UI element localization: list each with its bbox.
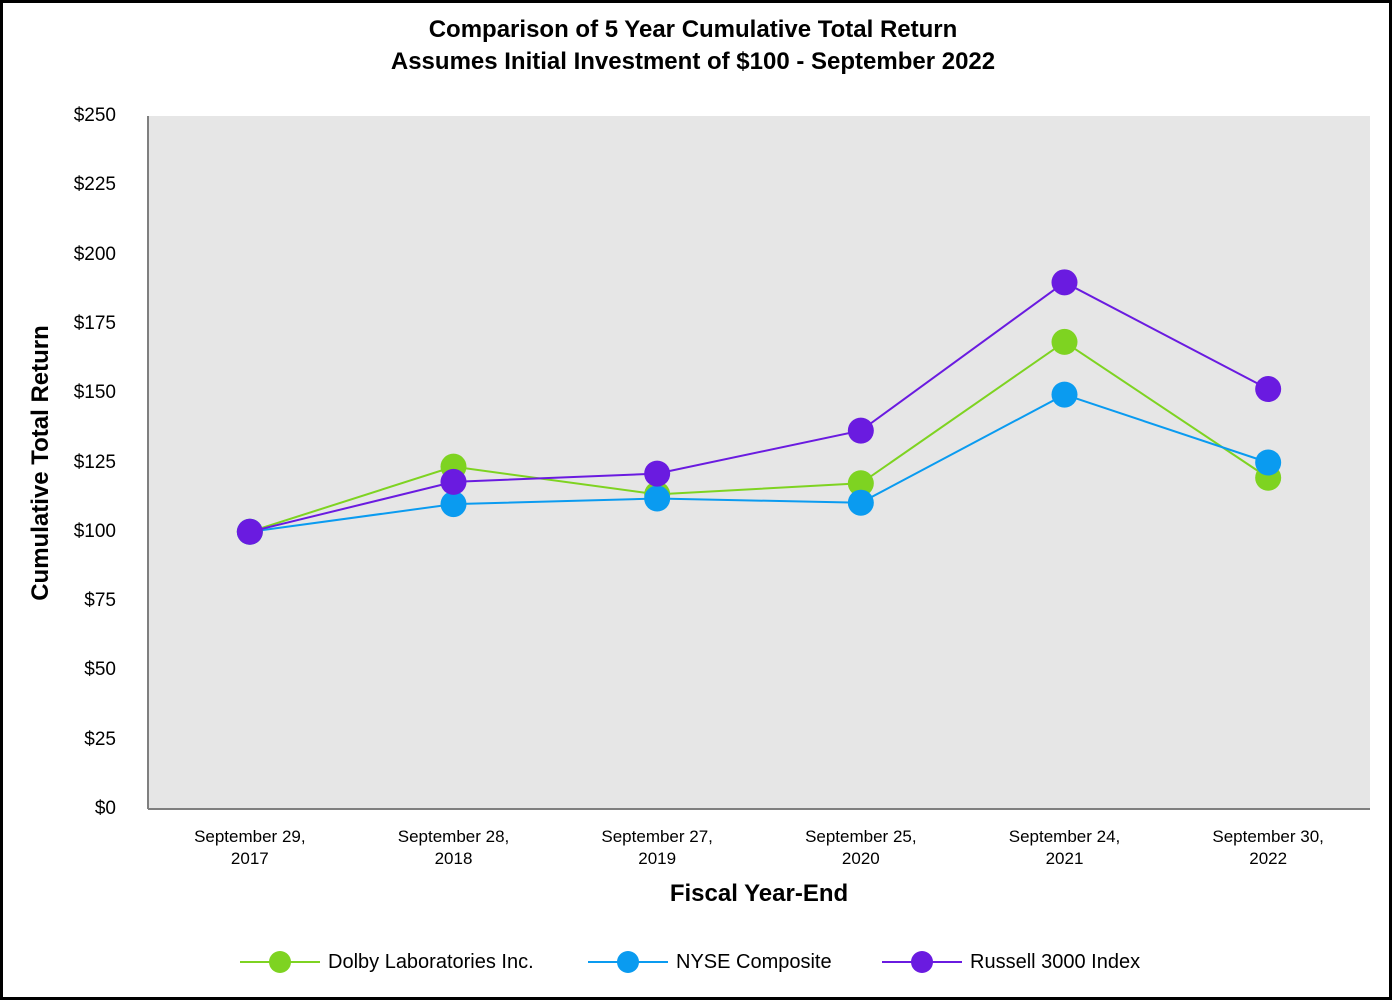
x-tick-label-line2: 2018 [434, 849, 473, 868]
y-tick-label: $25 [84, 728, 116, 750]
y-tick-label: $225 [73, 174, 116, 196]
x-tick-label: September 24, 2021 [980, 826, 1150, 870]
legend-item-dolby: Dolby Laboratories Inc. [240, 946, 534, 978]
data-point [1051, 381, 1078, 408]
y-tick-label: $250 [73, 105, 116, 126]
series-line [249, 281, 1269, 533]
x-tick-label: September 30, 2022 [1183, 826, 1353, 870]
data-point [1051, 328, 1078, 355]
legend-label-dolby: Dolby Laboratories Inc. [328, 950, 534, 973]
legend-label-nyse: NYSE Composite [676, 950, 832, 973]
data-point [1051, 269, 1078, 296]
x-tick-label-line1: September 28, [397, 827, 510, 846]
data-point [440, 491, 467, 518]
y-tick-label: $50 [84, 659, 116, 681]
x-tick-label: September 29, 2017 [165, 826, 335, 870]
x-tick-label: September 28, 2018 [369, 826, 539, 870]
series-line [249, 393, 1269, 533]
y-tick-label: $150 [73, 382, 116, 404]
x-tick-label-line2: 2021 [1045, 849, 1084, 868]
x-tick-label-line2: 2017 [230, 849, 269, 868]
legend-item-nyse: NYSE Composite [588, 946, 832, 978]
x-tick-label-line1: September 25, [805, 827, 917, 846]
chart-title: Comparison of 5 Year Cumulative Total Re… [428, 16, 958, 43]
y-axis-label: Cumulative Total Return [27, 325, 54, 601]
x-axis-label: Fiscal Year-End [669, 880, 849, 907]
series-2 [236, 269, 1282, 545]
data-point [644, 485, 671, 512]
data-point [1255, 376, 1282, 403]
series-layer [236, 269, 1282, 545]
y-tick-label: $75 [84, 590, 116, 612]
y-tick-label: $125 [73, 451, 116, 473]
data-point [236, 518, 263, 545]
x-tick-label-line1: September 27, [601, 827, 713, 846]
x-tick-label-line1: September 29, [194, 827, 306, 846]
x-tick-label-line2: 2020 [841, 849, 880, 868]
y-tick-label: $175 [73, 312, 116, 334]
data-point [847, 417, 874, 444]
data-point [644, 460, 671, 487]
data-point [1255, 449, 1282, 476]
legend-item-russell: Russell 3000 Index [882, 946, 1140, 978]
x-tick-label: September 25, 2020 [776, 826, 946, 870]
plot-background [148, 116, 1370, 809]
x-tick-label: September 27, 2019 [572, 826, 742, 870]
x-tick-label-line2: 2022 [1249, 849, 1288, 868]
chart-subtitle: Assumes Initial Investment of $100 - Sep… [390, 48, 996, 75]
x-tick-label-line1: September 30, [1212, 827, 1324, 846]
data-point [847, 470, 874, 497]
y-tick-label: $100 [73, 520, 116, 542]
legend-label-russell: Russell 3000 Index [970, 950, 1141, 973]
legend-swatch-nyse [588, 946, 668, 978]
legend-swatch-russell [882, 946, 962, 978]
x-tick-label-line1: September 24, [1008, 827, 1121, 846]
legend-swatch-dolby [240, 946, 320, 978]
series-line [249, 340, 1269, 533]
x-tick-label-line2: 2019 [638, 849, 677, 868]
y-tick-label: $200 [73, 243, 116, 265]
y-tick-label: $0 [94, 798, 116, 819]
data-point [847, 489, 874, 516]
data-point [440, 468, 467, 495]
legend: Dolby Laboratories Inc. NYSE Composite R… [0, 946, 1386, 978]
